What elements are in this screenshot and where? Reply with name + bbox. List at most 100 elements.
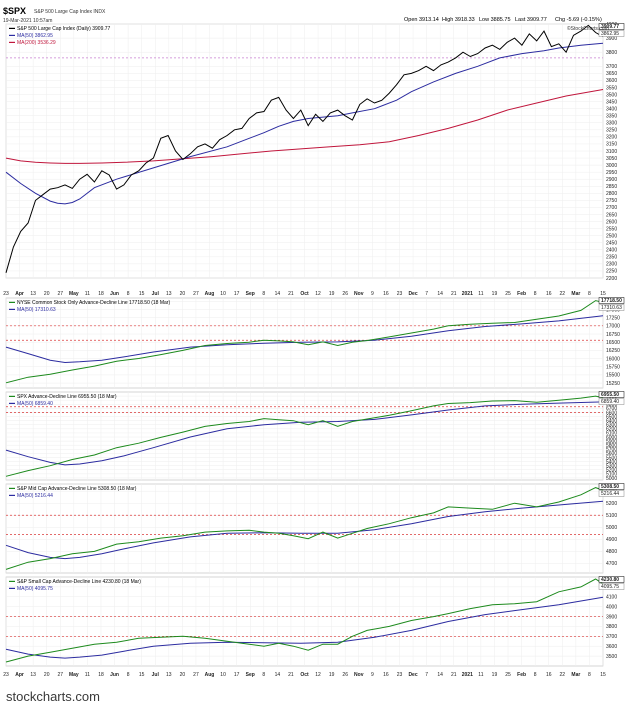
y-tick-label: 5200	[606, 468, 617, 474]
y-tick-label: 3900	[606, 614, 617, 620]
x-tick-label: 11	[85, 672, 90, 678]
y-tick-label: 3700	[606, 64, 617, 70]
x-tick-label: 14	[437, 672, 443, 678]
y-tick-label: 3300	[606, 121, 617, 127]
y-tick-label: 2350	[606, 255, 617, 261]
y-tick-label: 6600	[606, 410, 617, 416]
x-tick-label: 19	[492, 672, 498, 678]
legend-label: MA(50) 5216.44	[17, 493, 53, 499]
y-tick-label: 6300	[606, 423, 617, 429]
x-tick-label: 9	[371, 291, 374, 297]
y-tick-label: 3200	[606, 135, 617, 141]
x-tick-label: 25	[505, 291, 511, 297]
y-tick-label: 15750	[606, 365, 620, 371]
x-tick-label: Nov	[354, 672, 364, 678]
y-tick-label: 5800	[606, 443, 617, 449]
x-tick-label: Apr	[15, 672, 24, 678]
x-tick-label: 27	[193, 291, 199, 297]
x-tick-label: Feb	[517, 291, 526, 297]
y-tick-label: 5000	[606, 525, 617, 531]
x-tick-label: 27	[57, 672, 63, 678]
x-tick-label: Aug	[205, 291, 215, 297]
ad-line	[5, 395, 604, 477]
y-tick-label: 3500	[606, 654, 617, 660]
value-tag: 3909.77	[601, 24, 619, 30]
x-tick-label: 16	[546, 672, 552, 678]
x-tick-label: 19	[329, 291, 335, 297]
y-tick-label: 3400	[606, 106, 617, 112]
x-tick-label: 11	[478, 291, 483, 297]
x-tick-label: 17	[234, 291, 240, 297]
x-tick-label: 20	[180, 291, 186, 297]
value-tag: 17718.50	[601, 298, 622, 304]
x-tick-label: Mar	[571, 291, 580, 297]
y-tick-label: 16250	[606, 348, 620, 354]
source-label: ©StockCharts.com	[567, 25, 609, 32]
x-tick-label: 15	[139, 672, 145, 678]
x-tick-label: 18	[98, 291, 104, 297]
y-tick-label: 3100	[606, 149, 617, 155]
x-tick-label: 13	[30, 672, 36, 678]
y-tick-label: 3150	[606, 142, 617, 148]
symbol-label: $SPX	[3, 6, 26, 16]
y-tick-label: 3600	[606, 78, 617, 84]
value-tag: 5216.44	[601, 491, 619, 497]
x-tick-label: 27	[57, 291, 63, 297]
x-tick-label: Oct	[300, 672, 309, 678]
x-tick-label: Sep	[246, 291, 255, 297]
value-tag: 3862.95	[601, 31, 619, 37]
y-tick-label: 5000	[606, 476, 617, 482]
ma50-line	[5, 500, 604, 560]
x-tick-label: Aug	[205, 672, 215, 678]
y-tick-label: 3800	[606, 624, 617, 630]
subtitle-label: S&P 500 Large Cap Index INDX	[34, 9, 106, 15]
x-tick-label: 22	[560, 672, 566, 678]
y-tick-label: 5100	[606, 513, 617, 519]
y-tick-label: 5200	[606, 501, 617, 507]
y-tick-label: 3800	[606, 50, 617, 56]
y-tick-label: 4100	[606, 595, 617, 601]
legend-label: MA(50) 17310.63	[17, 307, 56, 313]
x-tick-label: 14	[437, 291, 443, 297]
x-tick-label: 7	[425, 291, 428, 297]
y-tick-label: 5100	[606, 472, 617, 478]
y-tick-label: 6700	[606, 406, 617, 412]
date-label: 19-Mar-2021 10:57am	[3, 18, 52, 24]
x-tick-label: 8	[127, 672, 130, 678]
x-tick-label: 26	[342, 291, 348, 297]
low-label: Low 3885.75	[479, 17, 511, 23]
y-tick-label: 16500	[606, 340, 620, 346]
y-tick-label: 2200	[606, 276, 617, 282]
x-tick-label: 19	[492, 291, 498, 297]
y-tick-label: 2750	[606, 198, 617, 204]
price-line	[5, 24, 604, 273]
x-tick-label: Oct	[300, 291, 309, 297]
x-tick-label: Dec	[408, 672, 417, 678]
x-tick-label: 8	[262, 672, 265, 678]
x-tick-label: Jul	[152, 672, 160, 678]
ad-line	[5, 300, 604, 384]
x-tick-label: Dec	[408, 291, 417, 297]
x-tick-label: 21	[451, 672, 457, 678]
x-tick-label: 9	[371, 672, 374, 678]
y-tick-label: 2650	[606, 212, 617, 218]
legend-label: S&P Small Cap Advance-Decline Line 4230.…	[17, 579, 141, 585]
x-tick-label: 12	[315, 291, 321, 297]
x-tick-label: 21	[288, 672, 294, 678]
value-tag-box	[598, 583, 625, 590]
x-tick-label: 10	[220, 672, 226, 678]
x-tick-label: 8	[127, 291, 130, 297]
y-tick-label: 2950	[606, 170, 617, 176]
y-tick-label: 17000	[606, 324, 620, 330]
panel-1: 1775017500172501700016750165001625016000…	[5, 297, 625, 389]
x-tick-label: 15	[600, 291, 606, 297]
x-tick-label: 8	[534, 291, 537, 297]
x-tick-label: 7	[425, 672, 428, 678]
ma50-line	[5, 401, 604, 466]
x-tick-label: Jun	[110, 291, 119, 297]
x-tick-label: 2021	[462, 672, 473, 678]
legend-label: MA(50) 3862.95	[17, 33, 53, 39]
x-tick-label: 18	[98, 672, 104, 678]
y-tick-label: 2900	[606, 177, 617, 183]
value-tag-box	[598, 23, 625, 30]
